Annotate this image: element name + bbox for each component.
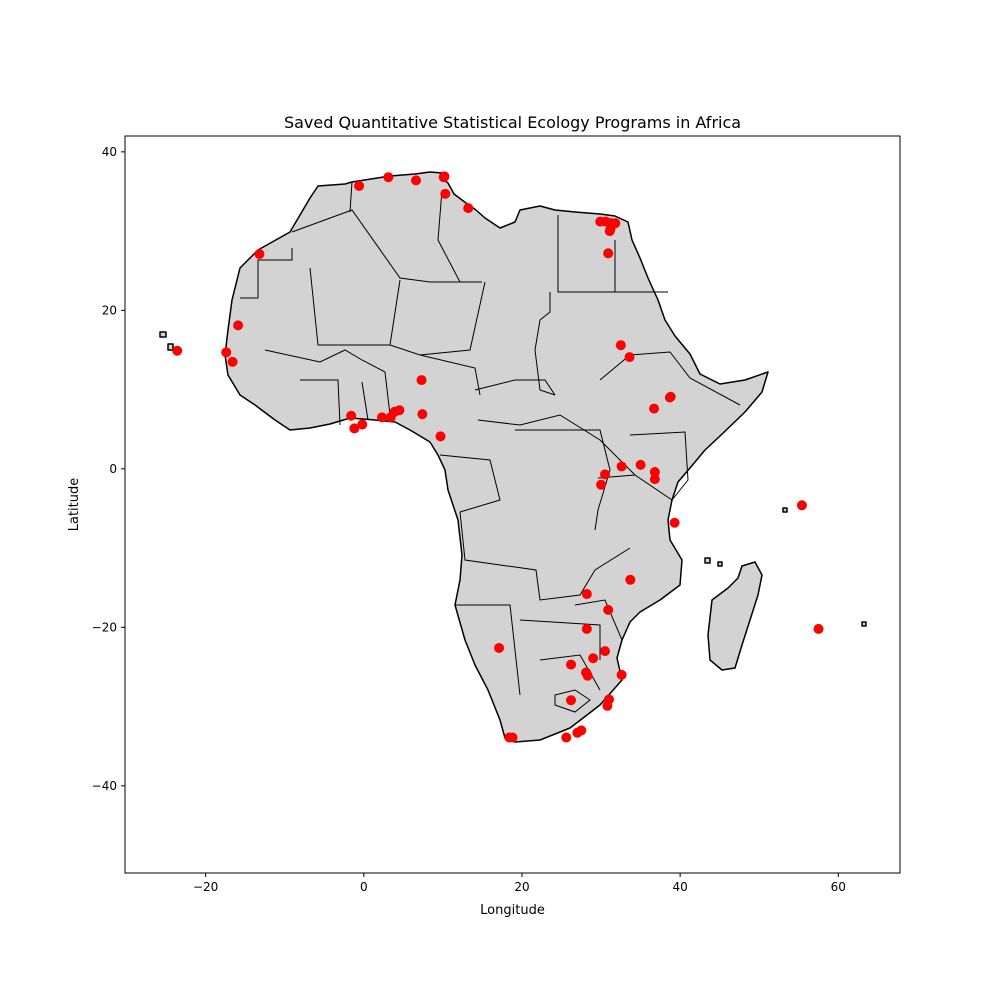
map-area	[124, 135, 901, 874]
country-borders	[240, 181, 741, 713]
program-location-marker	[581, 589, 592, 600]
program-location-marker	[635, 459, 646, 470]
program-location-marker	[377, 412, 388, 423]
border-east-africa	[597, 351, 741, 501]
program-location-marker	[227, 356, 238, 367]
program-location-marker	[357, 419, 368, 430]
program-location-marker	[221, 347, 232, 358]
program-location-marker	[588, 653, 599, 664]
program-location-marker	[665, 391, 676, 402]
x-axis: −20 0 20 40 60	[193, 873, 846, 894]
program-location-marker	[416, 375, 427, 386]
x-tick-label: 60	[831, 880, 846, 894]
program-location-marker	[435, 431, 446, 442]
y-tick-label: −20	[92, 620, 117, 634]
program-location-marker	[572, 727, 583, 738]
program-location-marker	[383, 172, 394, 183]
y-axis: −40 −20 0 20 40	[92, 145, 125, 793]
axes-frame	[124, 135, 901, 874]
program-location-marker	[172, 345, 183, 356]
x-tick-label: 0	[360, 880, 368, 894]
program-location-marker	[417, 409, 428, 420]
program-location-marker	[411, 175, 422, 186]
program-markers	[172, 171, 824, 743]
border-central-africa	[439, 379, 611, 531]
madagascar-shape	[707, 561, 763, 671]
y-axis-label: Latitude	[67, 478, 82, 532]
y-tick-label: −40	[92, 779, 117, 793]
program-location-marker	[254, 249, 265, 260]
program-location-marker	[440, 188, 451, 199]
chart-title: Saved Quantitative Statistical Ecology P…	[284, 113, 741, 132]
program-location-marker	[566, 659, 577, 670]
program-location-marker	[669, 517, 680, 528]
mauritius-island	[861, 621, 867, 627]
program-location-marker	[605, 223, 616, 234]
program-location-marker	[566, 695, 577, 706]
program-location-marker	[233, 320, 244, 331]
program-location-marker	[349, 423, 360, 434]
x-tick-label: −20	[193, 880, 218, 894]
program-location-marker	[600, 646, 611, 657]
program-location-marker	[615, 340, 626, 351]
program-location-marker	[649, 403, 660, 414]
border-maghreb	[291, 181, 482, 283]
program-location-marker	[494, 642, 505, 653]
program-location-marker	[603, 248, 614, 259]
program-location-marker	[616, 461, 627, 472]
program-location-marker	[649, 467, 660, 478]
program-location-marker	[649, 474, 660, 485]
program-location-marker	[346, 410, 357, 421]
x-tick-label: 40	[673, 880, 688, 894]
program-location-marker	[602, 700, 613, 711]
comoros-islands	[704, 557, 723, 567]
program-location-marker	[439, 171, 450, 182]
program-location-marker	[600, 469, 611, 480]
y-tick-label: 0	[109, 462, 117, 476]
seychelles-islands	[782, 507, 788, 513]
border-libya-egypt-sudan	[539, 215, 668, 321]
program-location-marker	[582, 670, 593, 681]
program-location-marker	[625, 574, 636, 585]
program-location-marker	[507, 732, 518, 743]
y-tick-label: 20	[102, 303, 117, 317]
program-location-marker	[603, 604, 614, 615]
program-location-marker	[813, 623, 824, 634]
x-axis-label: Longitude	[480, 903, 545, 918]
y-tick-label: 40	[102, 145, 117, 159]
program-location-marker	[354, 180, 365, 191]
x-tick-label: 20	[514, 880, 529, 894]
program-location-marker	[616, 669, 627, 680]
program-location-marker	[796, 500, 807, 511]
border-west-africa	[264, 349, 481, 426]
program-location-marker	[561, 732, 572, 743]
program-location-marker	[624, 352, 635, 363]
border-sahel	[240, 248, 556, 396]
program-location-marker	[596, 479, 607, 490]
border-southern-africa	[455, 511, 631, 713]
program-location-marker	[463, 203, 474, 214]
program-location-marker	[581, 623, 592, 634]
program-location-marker	[394, 405, 405, 416]
